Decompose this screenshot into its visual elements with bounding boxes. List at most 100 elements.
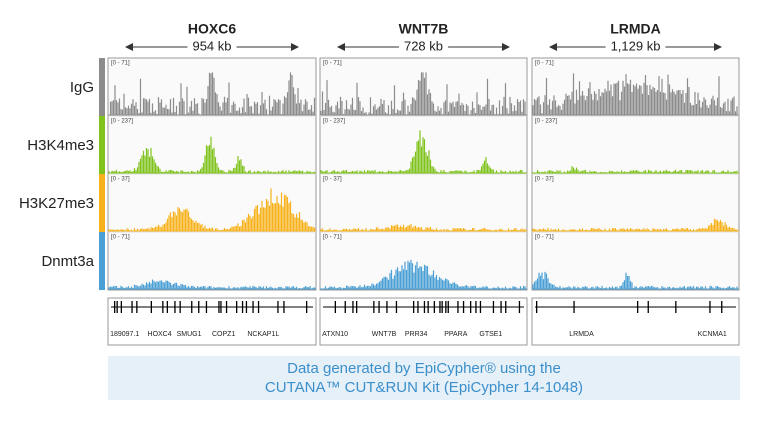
panel-title: WNT7B <box>399 21 449 37</box>
exon <box>492 301 495 313</box>
track-range: [0 - 237] <box>111 119 133 125</box>
track-color-bar <box>99 58 105 116</box>
gene-label: NCKAP1L <box>247 331 279 338</box>
track-color-bar <box>99 174 105 232</box>
exon <box>462 301 465 313</box>
gene-panel <box>531 297 740 346</box>
exon <box>395 301 398 313</box>
exon <box>417 301 419 313</box>
exon <box>441 301 443 313</box>
exon <box>475 301 477 313</box>
exon <box>236 301 238 313</box>
exon <box>373 301 375 313</box>
exon <box>136 301 138 313</box>
exon <box>721 301 723 313</box>
track-label: H3K27me3 <box>19 195 94 212</box>
signal-profile <box>320 224 526 231</box>
exon <box>283 301 285 313</box>
track-range: [0 - 71] <box>111 61 130 67</box>
track-range: [0 - 37] <box>535 177 554 183</box>
exon <box>378 301 380 313</box>
exon <box>252 301 254 313</box>
exon <box>505 301 507 313</box>
exon <box>457 301 459 313</box>
track-range: [0 - 71] <box>323 61 342 67</box>
exon <box>413 301 415 313</box>
exon <box>218 301 220 313</box>
exon <box>166 301 168 313</box>
track-range: [0 - 71] <box>535 235 554 241</box>
exon <box>386 301 388 313</box>
exon <box>174 301 176 313</box>
track-range: [0 - 71] <box>323 235 342 241</box>
exon <box>131 301 133 313</box>
exon <box>116 301 118 313</box>
gene-label: COPZ1 <box>212 331 235 338</box>
exon <box>225 301 228 313</box>
track-range: [0 - 71] <box>111 235 130 241</box>
gene-label: 189097.1 <box>110 331 139 338</box>
track-label: H3K4me3 <box>27 137 94 154</box>
panel-size: 954 kb <box>192 38 231 53</box>
panel-title: HOXC6 <box>188 21 236 37</box>
exon <box>162 301 164 313</box>
exon <box>277 301 279 313</box>
exon <box>479 301 482 313</box>
gene-label: WNT7B <box>372 331 397 338</box>
exon <box>120 301 122 313</box>
gene-panel <box>319 297 528 346</box>
track-color-bar <box>99 232 105 290</box>
panel-title: LRMDA <box>610 21 661 37</box>
exon <box>114 301 116 313</box>
exon <box>220 301 222 313</box>
exon <box>709 301 711 313</box>
exon <box>536 301 538 313</box>
gene-label: HOXC4 <box>148 331 172 338</box>
gene-label: GTSE1 <box>479 331 502 338</box>
track-range: [0 - 37] <box>111 177 130 183</box>
track-color-bar <box>99 116 105 174</box>
signal-profile <box>108 188 316 231</box>
exon <box>334 301 336 313</box>
gene-label: LRMDA <box>569 331 594 338</box>
track-label: Dnmt3a <box>41 253 94 270</box>
exon <box>500 301 502 313</box>
track-range: [0 - 37] <box>323 177 342 183</box>
exon <box>198 301 200 313</box>
gene-label: KCNMA1 <box>698 331 727 338</box>
exon <box>647 301 649 313</box>
gene-label: PPARA <box>444 331 468 338</box>
footer-line: CUTANA™ CUT&RUN Kit (EpiCypher 14-1048) <box>265 379 583 396</box>
exon <box>191 301 193 313</box>
track-label: IgG <box>70 79 94 96</box>
exon <box>257 301 260 313</box>
exon <box>470 301 472 313</box>
track-range: [0 - 237] <box>323 119 345 125</box>
exon <box>675 301 677 313</box>
signal-profile <box>108 279 316 289</box>
exon <box>205 301 208 313</box>
signal-profile <box>532 73 738 115</box>
exon <box>344 301 346 313</box>
exon <box>637 301 639 313</box>
exon <box>356 301 358 313</box>
panel-size: 728 kb <box>404 38 443 53</box>
exon <box>241 301 244 313</box>
footer-box <box>108 356 740 400</box>
exon <box>447 301 449 313</box>
gene-label: SMUG1 <box>177 331 202 338</box>
track-range: [0 - 237] <box>535 119 557 125</box>
exon <box>518 301 521 313</box>
panel-size: 1,129 kb <box>611 38 661 53</box>
exon <box>306 301 308 313</box>
gene-panel <box>107 297 317 346</box>
gene-label: ATXN10 <box>322 331 348 338</box>
exon <box>423 301 426 313</box>
exon <box>573 301 575 313</box>
gene-label: PRR34 <box>405 331 428 338</box>
exon <box>179 301 181 313</box>
exon <box>245 301 248 313</box>
exon <box>150 301 152 313</box>
